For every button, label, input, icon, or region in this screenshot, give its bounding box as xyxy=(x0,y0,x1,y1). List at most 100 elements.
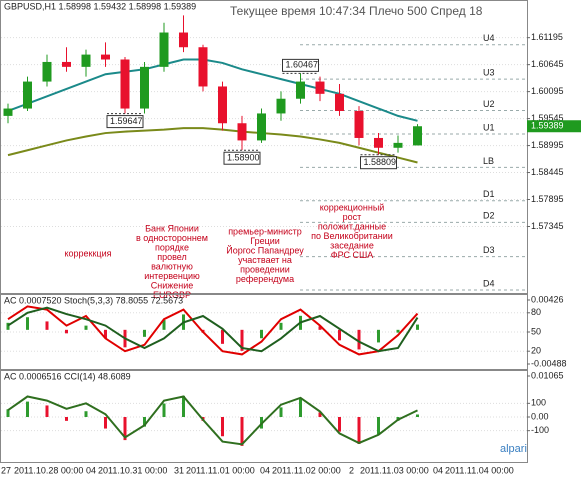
moving-average xyxy=(7,58,418,122)
candle-body xyxy=(198,47,208,87)
annotation: провел xyxy=(157,252,187,262)
pivot-label: D3 xyxy=(483,245,495,255)
candle-body xyxy=(159,32,169,67)
ac-bar xyxy=(104,329,107,339)
x-tick-label: 2011.11.01 00:00 xyxy=(186,465,255,475)
pivot-label: LB xyxy=(483,156,494,166)
candle-body xyxy=(413,126,422,146)
annotation: в одностороннем xyxy=(136,233,208,243)
annotation: Греции xyxy=(250,236,280,246)
ac-bar xyxy=(338,417,341,432)
candle-body xyxy=(62,61,71,67)
ac-bar xyxy=(318,326,322,330)
ac-bar xyxy=(182,395,185,417)
candle-body xyxy=(237,123,247,141)
chart-subtitle: Текущее время 10:47:34 Плечо 500 Спред 1… xyxy=(230,4,483,18)
candle-body xyxy=(296,81,305,99)
ac-bar xyxy=(221,417,224,437)
annotation: Банк Японии xyxy=(145,223,199,233)
pivot-label: U3 xyxy=(483,67,495,77)
ac-bar xyxy=(299,397,302,417)
ac-bar xyxy=(279,322,283,330)
ac-bar xyxy=(65,417,68,421)
x-tick-label: 27 xyxy=(1,465,11,475)
indicator-line xyxy=(7,395,418,446)
pivot-label: D2 xyxy=(483,211,495,221)
x-tick-label: 04 xyxy=(86,465,96,475)
ac-bar xyxy=(357,329,361,350)
watermark: alpari xyxy=(500,443,527,455)
pivot-label: U4 xyxy=(483,33,495,43)
price-label-box xyxy=(282,58,319,72)
y-tick-label: 1.59545 xyxy=(531,113,564,123)
annotation: порядке xyxy=(155,242,189,252)
annotation: по Великобритании xyxy=(311,231,393,241)
ac-bar xyxy=(396,329,400,333)
y-tick-label: 1.58995 xyxy=(531,140,564,150)
candle-body xyxy=(140,66,149,109)
candle-body xyxy=(393,142,403,148)
candle-body xyxy=(218,86,227,124)
annotation: Йоргос Папандреу xyxy=(226,244,304,255)
candle-body xyxy=(42,61,52,82)
x-tick-label: 2011.11.02 00:00 xyxy=(272,465,341,475)
pivot-label: D4 xyxy=(483,278,495,288)
y-tick-label: 20 xyxy=(531,346,541,356)
last-price: 1.59389 xyxy=(531,121,564,131)
moving-average xyxy=(7,127,418,164)
candle-body xyxy=(315,81,325,94)
ac-bar xyxy=(260,329,263,339)
annotation: референдума xyxy=(236,274,294,284)
ac-bar xyxy=(143,417,146,427)
indicator-line xyxy=(7,305,419,356)
panel-frame xyxy=(0,0,528,294)
ac-bar xyxy=(240,417,244,446)
y-tick-label: 1.60095 xyxy=(531,86,564,96)
ac-bar xyxy=(338,329,341,341)
annotation: корреккция xyxy=(65,248,112,258)
panel-title: AC 0.0007520 Stoch(5,3,3) 78.8055 72.567… xyxy=(4,295,183,305)
annotation: рост xyxy=(343,212,362,222)
annotation: валютную xyxy=(151,261,193,271)
x-tick-label: 2011.10.28 00:00 xyxy=(14,465,83,475)
ac-bar xyxy=(416,324,419,330)
pivot-label: U1 xyxy=(483,122,495,132)
price-label-box xyxy=(360,156,397,170)
price-label: 1.60467 xyxy=(286,60,319,70)
y-tick-label: 1.57345 xyxy=(531,221,564,231)
ac-bar xyxy=(221,329,224,344)
annotation: коррекционный xyxy=(320,202,385,212)
panel-title: GBPUSD,H1 1.58998 1.59432 1.58998 1.5938… xyxy=(4,1,196,11)
ac-bar xyxy=(104,417,107,429)
candle-body xyxy=(354,110,364,138)
y-tick-label: 0.00 xyxy=(531,411,549,421)
ac-bar xyxy=(123,417,127,441)
annotation: положит.данные xyxy=(318,221,386,231)
annotation: проведении xyxy=(240,264,290,274)
ac-bar xyxy=(279,407,283,417)
price-label-box xyxy=(106,115,144,129)
y-tick-label: 1.57895 xyxy=(531,194,564,204)
pivot-label: D1 xyxy=(483,189,495,199)
y-tick-label: 50 xyxy=(531,326,541,336)
x-tick-label: 2011.11.04 00:00 xyxy=(445,465,514,475)
x-tick-label: 04 xyxy=(433,465,443,475)
ac-bar xyxy=(377,329,380,343)
ac-bar xyxy=(26,401,29,417)
ac-bar xyxy=(45,321,49,330)
candle-body xyxy=(276,98,286,114)
candle-body xyxy=(101,54,110,60)
pivot-label: U2 xyxy=(483,99,495,109)
ac-bar xyxy=(318,412,322,417)
annotation: ФРС США xyxy=(331,250,374,260)
ac-bar xyxy=(26,317,29,330)
ac-bar xyxy=(84,411,88,417)
price-label: 1.58809 xyxy=(364,157,397,167)
y-tick-label: 100 xyxy=(531,398,546,408)
y-tick-label: 80 xyxy=(531,307,541,317)
candle-body xyxy=(374,137,383,148)
y-tick-label: -0.00488 xyxy=(531,358,567,368)
price-label: 1.58900 xyxy=(227,153,260,163)
candle-body xyxy=(81,54,91,67)
